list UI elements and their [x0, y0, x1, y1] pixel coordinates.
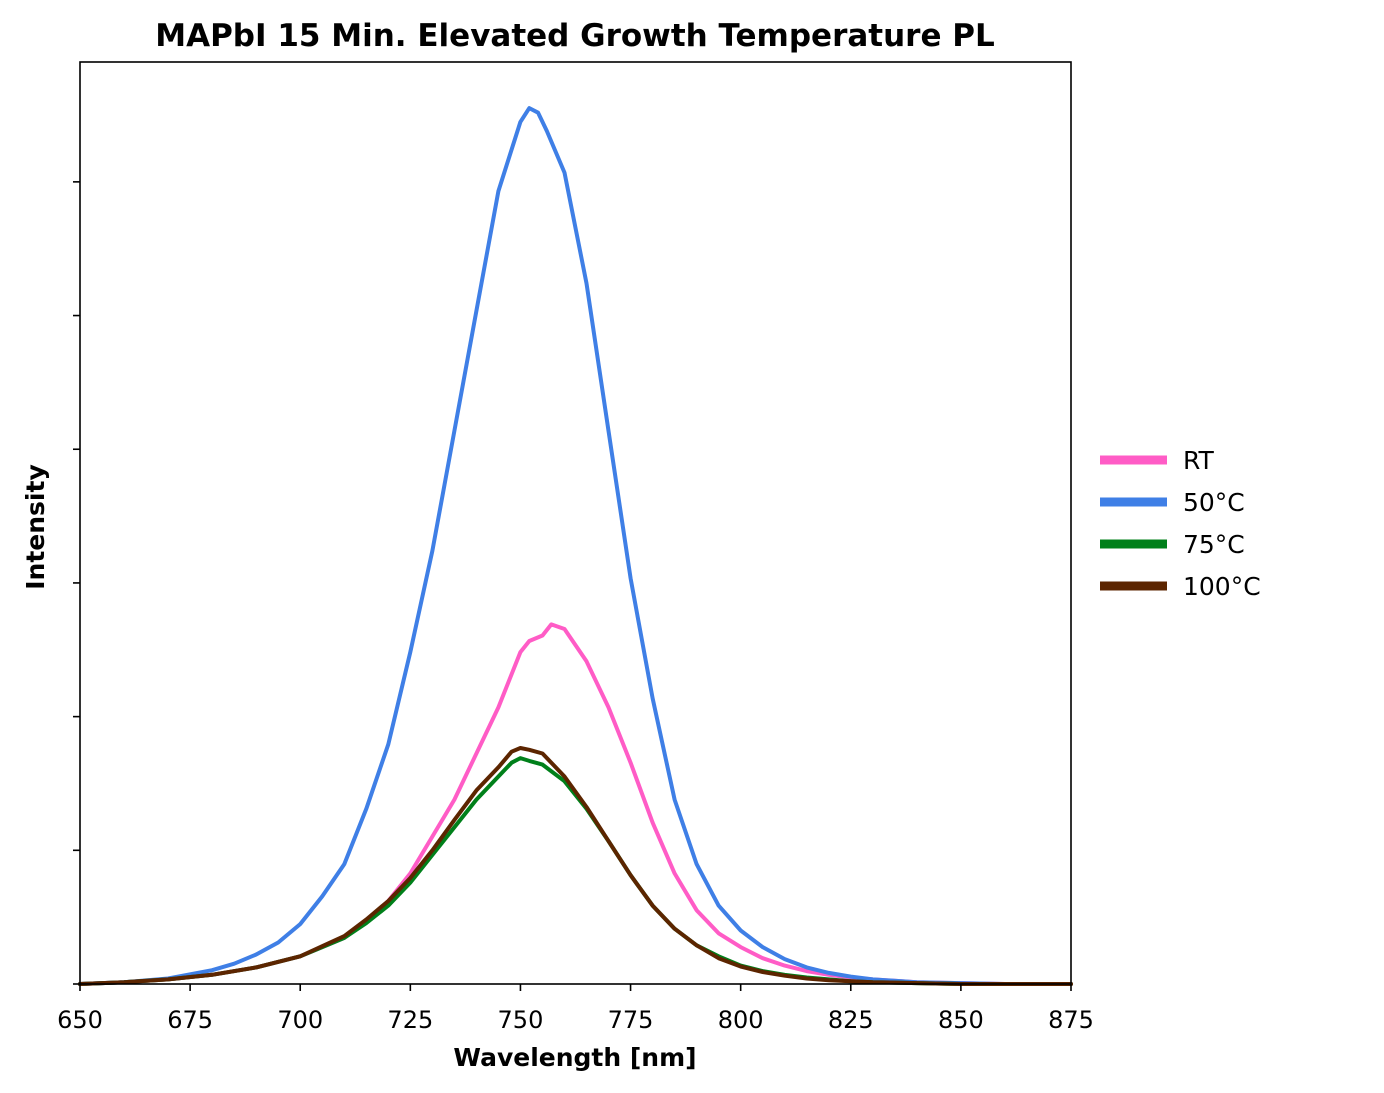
x-tick-label: 725 — [387, 1006, 433, 1034]
x-tick-label: 775 — [608, 1006, 654, 1034]
x-tick-label: 650 — [57, 1006, 103, 1034]
series-line-3 — [78, 746, 1073, 986]
x-tick-label: 750 — [498, 1006, 544, 1034]
legend-label-3: 100°C — [1183, 572, 1261, 601]
y-axis — [73, 181, 80, 985]
x-axis: 650 675 700 725 750 775 800 825 850 875 — [57, 984, 1094, 1034]
legend-label-2: 75°C — [1183, 530, 1245, 559]
series-lines — [78, 106, 1073, 986]
x-tick-label: 700 — [277, 1006, 323, 1034]
legend: RT 50°C 75°C 100°C — [1100, 446, 1261, 601]
x-tick-label: 825 — [828, 1006, 874, 1034]
chart-title: MAPbI 15 Min. Elevated Growth Temperatur… — [155, 18, 995, 54]
x-axis-label: Wavelength [nm] — [453, 1043, 696, 1072]
y-axis-label: Intensity — [21, 464, 50, 590]
legend-label-0: RT — [1183, 446, 1215, 475]
plot-frame — [79, 61, 1072, 985]
legend-label-1: 50°C — [1183, 488, 1245, 517]
x-tick-label: 850 — [938, 1006, 984, 1034]
series-line-0 — [78, 622, 1073, 986]
x-tick-label: 800 — [718, 1006, 764, 1034]
x-tick-label: 875 — [1048, 1006, 1094, 1034]
series-line-1 — [78, 106, 1073, 986]
x-tick-label: 675 — [167, 1006, 213, 1034]
plot-area — [78, 61, 1073, 986]
